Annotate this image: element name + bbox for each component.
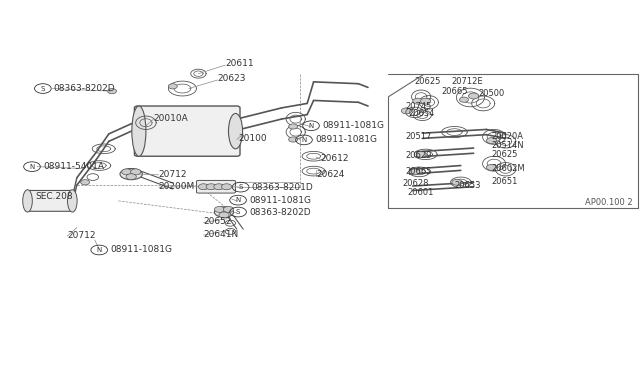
Circle shape [460, 97, 468, 102]
Text: N: N [29, 164, 35, 170]
Text: 08911-1081G: 08911-1081G [249, 196, 311, 205]
Ellipse shape [68, 190, 77, 212]
Text: 20712: 20712 [67, 231, 96, 240]
Text: S: S [239, 184, 243, 190]
Text: S: S [236, 209, 240, 215]
Ellipse shape [120, 169, 142, 180]
Text: 20628: 20628 [403, 179, 429, 188]
Text: 20611: 20611 [225, 60, 254, 68]
Circle shape [486, 164, 497, 170]
Ellipse shape [23, 190, 32, 212]
Circle shape [289, 137, 298, 142]
Text: 08911-1081G: 08911-1081G [110, 246, 172, 254]
Text: 20625: 20625 [492, 150, 518, 159]
Text: N: N [236, 197, 241, 203]
Text: N: N [308, 123, 314, 129]
FancyBboxPatch shape [196, 180, 236, 193]
Text: N: N [301, 137, 307, 143]
Ellipse shape [228, 113, 243, 149]
Text: 20517: 20517 [406, 132, 432, 141]
Text: 20641N: 20641N [204, 230, 239, 239]
Circle shape [219, 212, 229, 218]
Text: 20623: 20623 [218, 74, 246, 83]
Text: 20712E: 20712E [452, 77, 483, 86]
Circle shape [206, 184, 216, 190]
Circle shape [289, 124, 298, 129]
Circle shape [168, 84, 177, 89]
Text: 20665: 20665 [406, 167, 432, 176]
Text: 20612: 20612 [320, 154, 349, 163]
Circle shape [198, 184, 209, 190]
Text: S: S [41, 86, 45, 92]
Text: 20500: 20500 [479, 89, 505, 98]
Text: 20665: 20665 [442, 87, 468, 96]
Text: 20712: 20712 [159, 170, 188, 179]
Text: SEC.208: SEC.208 [35, 192, 73, 201]
Circle shape [221, 184, 232, 190]
Text: N: N [97, 247, 102, 253]
Text: 20652: 20652 [204, 217, 232, 226]
Text: 20514N: 20514N [492, 141, 524, 150]
Text: 20651: 20651 [492, 177, 518, 186]
Text: 08363-8201D: 08363-8201D [252, 183, 313, 192]
Text: 20629: 20629 [406, 151, 432, 160]
Text: 20654: 20654 [408, 109, 435, 118]
Text: 08911-1081G: 08911-1081G [315, 135, 377, 144]
Circle shape [131, 169, 141, 175]
Circle shape [420, 98, 431, 104]
Circle shape [214, 184, 224, 190]
Circle shape [416, 151, 426, 157]
Circle shape [81, 180, 90, 185]
Text: 20010A: 20010A [154, 114, 188, 123]
Text: 20602M: 20602M [492, 164, 525, 173]
Ellipse shape [132, 106, 146, 156]
Circle shape [401, 108, 412, 114]
Circle shape [452, 179, 462, 185]
FancyBboxPatch shape [26, 190, 74, 211]
Text: 20653: 20653 [454, 181, 481, 190]
Circle shape [214, 206, 225, 212]
Text: 20020A: 20020A [492, 132, 524, 141]
Text: AP00.100 2: AP00.100 2 [585, 198, 632, 207]
Circle shape [413, 98, 423, 104]
Circle shape [223, 206, 234, 212]
Circle shape [122, 169, 132, 175]
Text: 20745: 20745 [405, 102, 431, 110]
Circle shape [108, 89, 116, 94]
Text: 08911-1081G: 08911-1081G [322, 121, 384, 130]
Text: 08911-5401A: 08911-5401A [43, 162, 104, 171]
Circle shape [486, 138, 497, 144]
FancyBboxPatch shape [134, 106, 240, 156]
Text: 20100: 20100 [239, 134, 268, 143]
Text: 08363-8202D: 08363-8202D [54, 84, 115, 93]
Text: 20625: 20625 [415, 77, 441, 86]
Ellipse shape [214, 207, 234, 217]
Circle shape [468, 93, 479, 99]
Circle shape [126, 174, 136, 180]
Circle shape [410, 169, 420, 175]
Text: 20624: 20624 [316, 170, 344, 179]
Text: 08363-8202D: 08363-8202D [249, 208, 310, 217]
Text: 20601: 20601 [407, 188, 433, 197]
Text: 20200M: 20200M [159, 182, 195, 190]
